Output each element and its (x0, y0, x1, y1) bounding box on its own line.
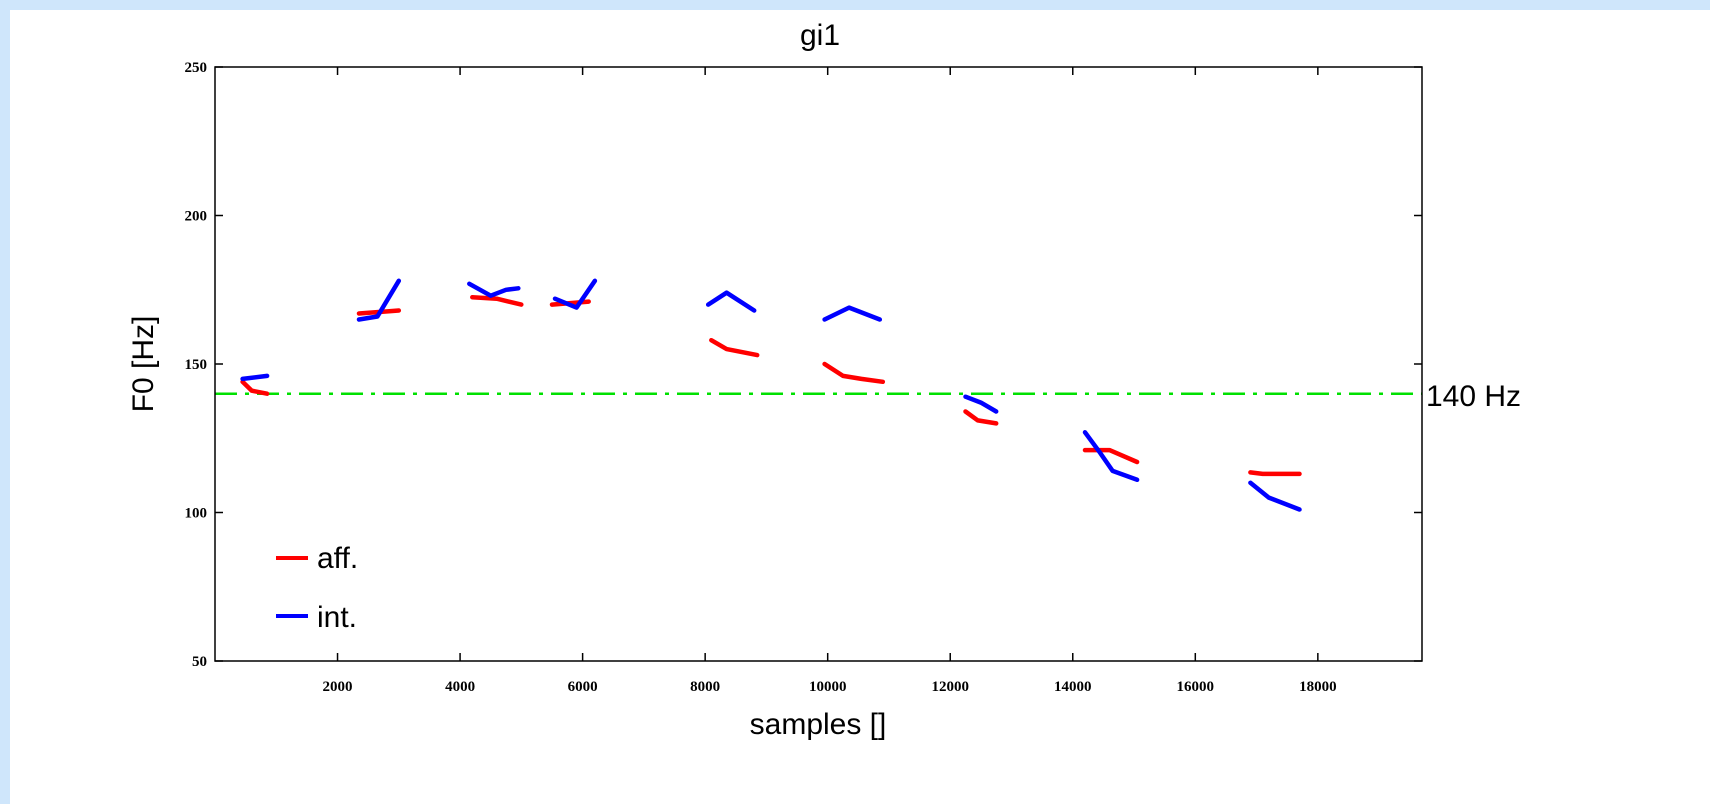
y-axis-title: F0 [Hz] (127, 316, 160, 413)
f0-chart: gi1 2000 4000 6000 8000 10000 12000 14000 16000… (127, 19, 1521, 741)
chart-panel: gi1 2000 4000 6000 8000 10000 12000 14000 16000… (10, 10, 1710, 804)
reference-line-label: 140 Hz (1426, 380, 1521, 413)
series-segment (822, 305, 883, 322)
series-segment (470, 294, 524, 307)
x-tick-label: 4000 (445, 679, 475, 695)
x-axis-title: samples [] (750, 708, 887, 741)
x-tick-label: 16000 (1177, 679, 1215, 695)
x-tick-label: 10000 (809, 679, 847, 695)
x-tick-label: 12000 (931, 679, 969, 695)
y-tick-label: 250 (185, 60, 208, 76)
chart-title: gi1 (800, 19, 840, 52)
legend: aff. int. (276, 542, 358, 634)
series-segment (552, 278, 598, 310)
series-segment (356, 278, 402, 322)
y-tick-label: 50 (192, 654, 207, 670)
x-tick-labels: 2000 4000 6000 8000 10000 12000 14000 16000 1800… (323, 679, 1337, 695)
series-segment (963, 409, 999, 426)
series-segment (240, 379, 270, 396)
series-segment (1248, 470, 1302, 477)
series-segment (705, 290, 757, 313)
series-int (240, 278, 1302, 512)
series-segment (240, 373, 270, 382)
ticks-layer (215, 66, 1422, 662)
series-segment (963, 394, 999, 414)
legend-aff-label: aff. (317, 542, 358, 575)
x-tick-label: 6000 (568, 679, 598, 695)
y-tick-label: 150 (185, 357, 208, 373)
series-segment (822, 361, 886, 385)
y-tick-labels: 50 100 150 200 250 (185, 60, 208, 670)
series-segment (709, 337, 760, 358)
plot-frame (214, 66, 1423, 662)
y-tick-label: 200 (185, 209, 208, 225)
legend-int-label: int. (317, 601, 357, 634)
y-tick-label: 100 (185, 506, 208, 522)
x-tick-label: 8000 (690, 679, 720, 695)
series-segment (1082, 447, 1140, 465)
x-tick-label: 2000 (323, 679, 353, 695)
series-layer (240, 278, 1302, 512)
series-segment (467, 281, 521, 298)
series-segment (1082, 430, 1140, 483)
series-aff (240, 294, 1302, 477)
x-tick-label: 18000 (1299, 679, 1337, 695)
x-tick-label: 14000 (1054, 679, 1092, 695)
series-segment (1248, 480, 1302, 512)
